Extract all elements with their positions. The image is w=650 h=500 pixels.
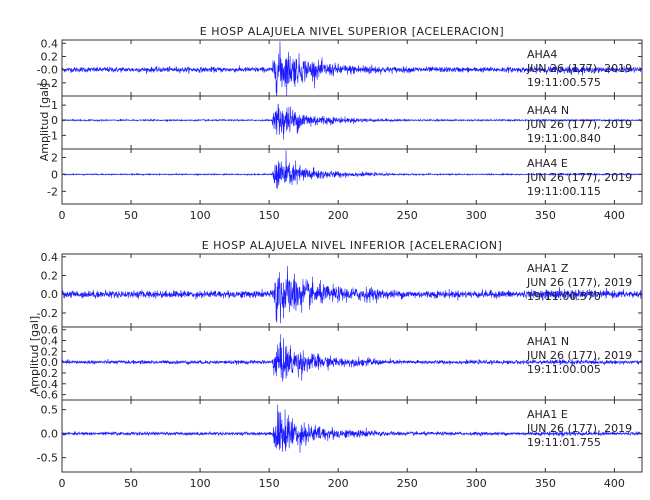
y-tick-label: -0.0 xyxy=(37,64,58,77)
channel-date-label: JUN 26 (177), 2019 xyxy=(526,62,632,75)
channel-date-label: JUN 26 (177), 2019 xyxy=(526,276,632,289)
y-tick-label: 0.4 xyxy=(41,37,59,50)
y-tick-label: 0.2 xyxy=(41,270,59,283)
y-tick-label: -2 xyxy=(47,185,58,198)
y-tick-label: -0.4 xyxy=(37,378,58,391)
y-tick-label: -1 xyxy=(47,129,58,142)
x-tick-label: 300 xyxy=(466,477,487,490)
chart-title-superior: E HOSP ALAJUELA NIVEL SUPERIOR [ACELERAC… xyxy=(200,25,504,38)
y-tick-label: -0.5 xyxy=(37,452,58,465)
trace-line xyxy=(61,334,643,382)
x-tick-label: 400 xyxy=(604,477,625,490)
panel-frame xyxy=(61,148,643,205)
trace-line xyxy=(61,404,643,453)
y-tick-label: -0.2 xyxy=(37,307,58,320)
channel-time-label: 19:11:00.840 xyxy=(527,132,601,145)
panel-frame xyxy=(61,399,643,473)
trace-line xyxy=(61,41,643,97)
x-tick-label: 0 xyxy=(59,477,66,490)
x-tick-label: 100 xyxy=(190,477,211,490)
x-tick-label: 200 xyxy=(328,209,349,222)
channel-date-label: JUN 26 (177), 2019 xyxy=(526,171,632,184)
trace-line xyxy=(61,150,643,189)
channel-station-label: AHA1 E xyxy=(527,408,568,421)
x-tick-label: 0 xyxy=(59,209,66,222)
x-tick-label: 350 xyxy=(535,209,556,222)
channel-station-label: AHA1 Z xyxy=(527,262,569,275)
x-tick-label: 400 xyxy=(604,209,625,222)
x-tick-label: 250 xyxy=(397,209,418,222)
x-tick-label: 150 xyxy=(259,477,280,490)
x-tick-label: 50 xyxy=(124,209,138,222)
y-axis-label-inferior: Amplitud [gal] xyxy=(28,316,41,394)
x-tick-label: 350 xyxy=(535,477,556,490)
y-tick-label: 0.2 xyxy=(41,50,59,63)
channel-date-label: JUN 26 (177), 2019 xyxy=(526,118,632,131)
y-tick-label: 0.0 xyxy=(41,428,59,441)
y-tick-label: 0.6 xyxy=(41,324,59,337)
x-tick-label: 250 xyxy=(397,477,418,490)
channel-time-label: 19:11:01.755 xyxy=(527,436,601,449)
y-tick-label: 0.5 xyxy=(41,404,59,417)
x-tick-label: 300 xyxy=(466,209,487,222)
channel-time-label: 19:11:00.005 xyxy=(527,363,601,376)
x-tick-label: 150 xyxy=(259,209,280,222)
y-tick-label: 0 xyxy=(51,114,58,127)
trace-line xyxy=(61,266,643,324)
channel-station-label: AHA4 xyxy=(527,48,557,61)
y-tick-label: 0.2 xyxy=(41,345,59,358)
y-axis-label-superior: Amplitud [gal] xyxy=(38,83,51,161)
y-tick-label: 0.0 xyxy=(41,288,59,301)
y-tick-label: 0.4 xyxy=(41,335,59,348)
channel-time-label: 19:11:00.115 xyxy=(527,185,601,198)
y-tick-label: -0.6 xyxy=(37,389,58,402)
chart-title-inferior: E HOSP ALAJUELA NIVEL INFERIOR [ACELERAC… xyxy=(202,239,503,252)
trace-line xyxy=(61,103,643,140)
x-tick-label: 50 xyxy=(124,477,138,490)
channel-station-label: AHA4 N xyxy=(527,104,569,117)
x-tick-label: 100 xyxy=(190,209,211,222)
y-tick-label: 2 xyxy=(51,151,58,164)
x-tick-label: 200 xyxy=(328,477,349,490)
y-tick-label: 1 xyxy=(51,99,58,112)
channel-date-label: JUN 26 (177), 2019 xyxy=(526,422,632,435)
y-tick-label: -0.2 xyxy=(37,77,58,90)
channel-time-label: 19:11:00.570 xyxy=(527,290,601,303)
y-tick-label: 0 xyxy=(51,168,58,181)
channel-time-label: 19:11:00.575 xyxy=(527,76,601,89)
y-tick-label: 0.4 xyxy=(41,251,59,264)
channel-station-label: AHA4 E xyxy=(527,157,568,170)
channel-date-label: JUN 26 (177), 2019 xyxy=(526,349,632,362)
y-tick-label: -0.2 xyxy=(37,367,58,380)
channel-station-label: AHA1 N xyxy=(527,335,569,348)
y-tick-label: 0.0 xyxy=(41,356,59,369)
